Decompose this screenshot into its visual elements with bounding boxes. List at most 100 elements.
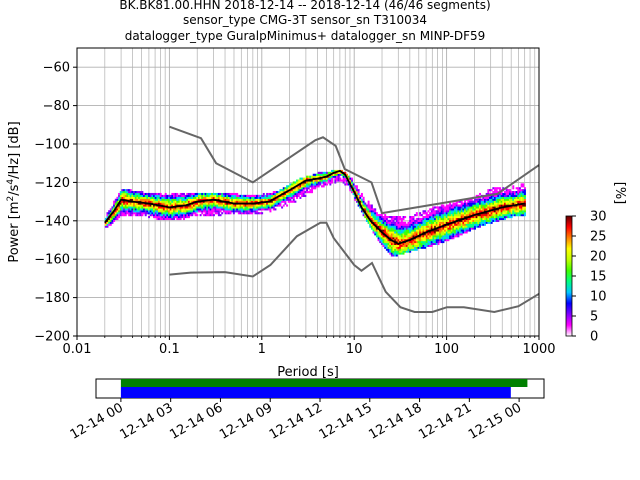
- density-cell: [382, 240, 385, 244]
- density-cell: [173, 194, 175, 197]
- density-cell: [489, 217, 491, 221]
- density-cell: [212, 214, 215, 217]
- density-cell: [449, 206, 452, 209]
- density-cell: [224, 194, 227, 197]
- density-cell: [370, 217, 373, 221]
- density-cell: [342, 177, 345, 180]
- density-cell: [174, 198, 177, 201]
- density-cell: [204, 204, 207, 207]
- density-cell: [126, 198, 129, 201]
- density-cell: [319, 175, 322, 178]
- density-cell: [467, 219, 470, 222]
- density-cell: [449, 227, 452, 230]
- density-cell: [420, 246, 423, 249]
- density-cell: [289, 185, 292, 188]
- density-cell: [455, 225, 458, 228]
- nhnm-line: [169, 125, 540, 215]
- density-cell: [455, 210, 458, 213]
- density-cell: [407, 225, 410, 228]
- density-cell: [211, 208, 214, 211]
- density-cell: [184, 202, 187, 205]
- density-cell: [227, 194, 230, 197]
- density-cell: [379, 216, 382, 219]
- density-cell: [424, 216, 427, 219]
- density-cell: [419, 246, 422, 249]
- density-cell: [405, 227, 408, 230]
- density-cell: [304, 177, 307, 180]
- density-cell: [382, 237, 385, 240]
- density-cell: [264, 194, 267, 197]
- timeline-tick-label: 12-14 12: [267, 400, 325, 442]
- density-cell: [119, 206, 122, 209]
- y-tick-label: −60: [43, 61, 70, 76]
- density-cell: [447, 237, 450, 240]
- density-cell: [522, 191, 525, 194]
- density-cell: [375, 227, 378, 230]
- density-cell: [128, 214, 131, 217]
- density-cell: [469, 202, 472, 205]
- density-cell: [153, 196, 156, 199]
- density-cell: [459, 233, 462, 236]
- density-cell: [424, 239, 427, 242]
- density-cell: [439, 219, 442, 222]
- density-cell: [365, 217, 368, 221]
- density-cell: [211, 200, 214, 203]
- density-cell: [267, 196, 270, 199]
- density-cell: [163, 210, 165, 213]
- density-cell: [166, 210, 169, 213]
- density-cell: [397, 244, 400, 247]
- density-cell: [409, 235, 412, 238]
- density-cell: [113, 212, 116, 215]
- density-cell: [389, 240, 392, 244]
- density-cell: [121, 196, 124, 199]
- density-cell: [187, 192, 190, 196]
- density-cell: [410, 229, 413, 232]
- density-cell: [121, 204, 124, 207]
- density-cell: [439, 240, 442, 244]
- density-cell: [184, 208, 187, 211]
- density-cell: [232, 206, 235, 209]
- density-cell: [216, 202, 219, 205]
- density-cell: [450, 225, 453, 228]
- density-cell: [452, 216, 455, 219]
- density-cell: [199, 208, 202, 211]
- density-cell: [287, 187, 290, 190]
- density-cell: [214, 196, 217, 199]
- density-cell: [384, 246, 387, 249]
- density-cell: [146, 196, 149, 199]
- density-cell: [522, 210, 525, 213]
- density-cell: [159, 217, 162, 221]
- density-cell: [492, 187, 495, 190]
- density-cell: [317, 185, 320, 188]
- density-cell: [467, 202, 470, 205]
- density-cell: [450, 216, 453, 219]
- density-cell: [520, 192, 523, 196]
- density-cell: [460, 221, 463, 224]
- density-cell: [384, 240, 387, 244]
- density-cell: [246, 198, 249, 201]
- density-cell: [322, 173, 325, 176]
- density-cell: [470, 198, 473, 201]
- density-cell: [149, 198, 152, 201]
- density-cell: [291, 183, 294, 186]
- density-cell: [229, 204, 232, 207]
- density-cell: [424, 221, 427, 224]
- density-cell: [214, 202, 217, 205]
- density-cell: [474, 223, 477, 226]
- density-cell: [474, 202, 477, 205]
- density-cell: [266, 196, 269, 199]
- density-cell: [113, 219, 116, 222]
- density-cell: [237, 206, 240, 209]
- density-cell: [440, 229, 443, 232]
- density-cell: [131, 192, 134, 196]
- density-cell: [460, 204, 463, 207]
- density-cell: [301, 187, 304, 190]
- density-cell: [412, 217, 415, 221]
- density-cell: [395, 221, 398, 224]
- density-cell: [512, 191, 515, 194]
- density-cell: [209, 210, 212, 213]
- density-cell: [114, 198, 117, 201]
- density-cell: [342, 173, 345, 176]
- density-cell: [192, 208, 195, 211]
- density-cell: [129, 202, 132, 205]
